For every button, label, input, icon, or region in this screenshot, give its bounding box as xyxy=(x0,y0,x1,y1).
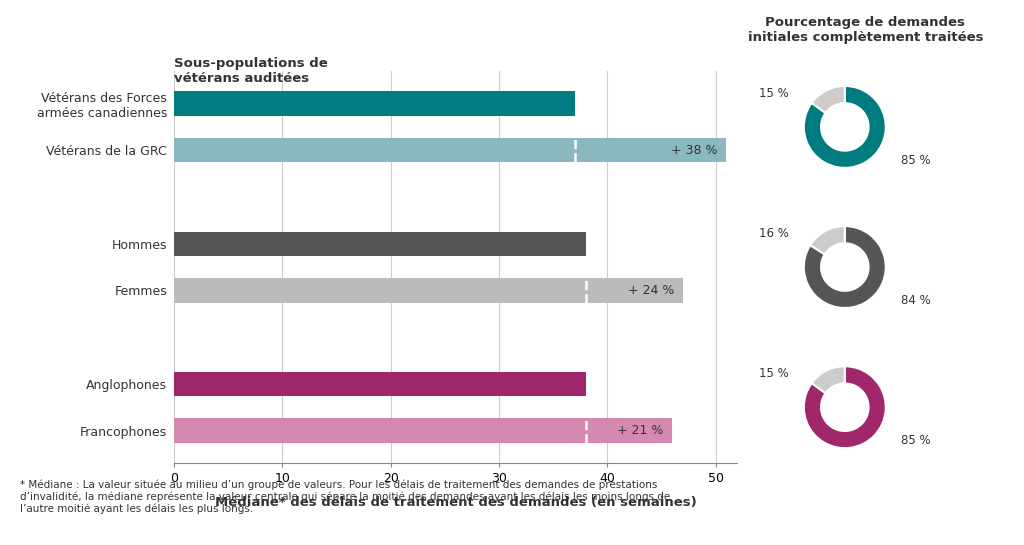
Text: + 38 %: + 38 % xyxy=(672,144,718,157)
Bar xyxy=(174,92,574,116)
Wedge shape xyxy=(804,86,886,168)
Text: * Médiane : La valeur située au milieu d’un groupe de valeurs. Pour les délais d: * Médiane : La valeur située au milieu d… xyxy=(20,480,671,514)
Text: + 21 %: + 21 % xyxy=(617,424,664,437)
Text: Pourcentage de demandes
initiales complètement traitées: Pourcentage de demandes initiales complè… xyxy=(748,16,983,44)
Text: Sous-populations de
vétérans auditées: Sous-populations de vétérans auditées xyxy=(174,57,328,85)
Wedge shape xyxy=(812,86,845,113)
Wedge shape xyxy=(804,226,886,308)
Text: 16 %: 16 % xyxy=(759,227,788,240)
Bar xyxy=(174,278,683,302)
Text: + 24 %: + 24 % xyxy=(628,284,675,297)
Bar xyxy=(174,138,726,162)
Text: 85 %: 85 % xyxy=(901,434,931,447)
Wedge shape xyxy=(810,226,845,255)
Text: 15 %: 15 % xyxy=(759,87,788,100)
Bar xyxy=(174,419,673,443)
Wedge shape xyxy=(804,366,886,448)
Bar xyxy=(174,232,586,256)
Text: 15 %: 15 % xyxy=(759,367,788,380)
X-axis label: Médiane* des délais de traitement des demandes (en semaines): Médiane* des délais de traitement des de… xyxy=(215,496,696,510)
Text: 84 %: 84 % xyxy=(901,294,931,307)
Wedge shape xyxy=(812,366,845,393)
Text: 85 %: 85 % xyxy=(901,154,931,167)
Bar xyxy=(174,372,586,396)
